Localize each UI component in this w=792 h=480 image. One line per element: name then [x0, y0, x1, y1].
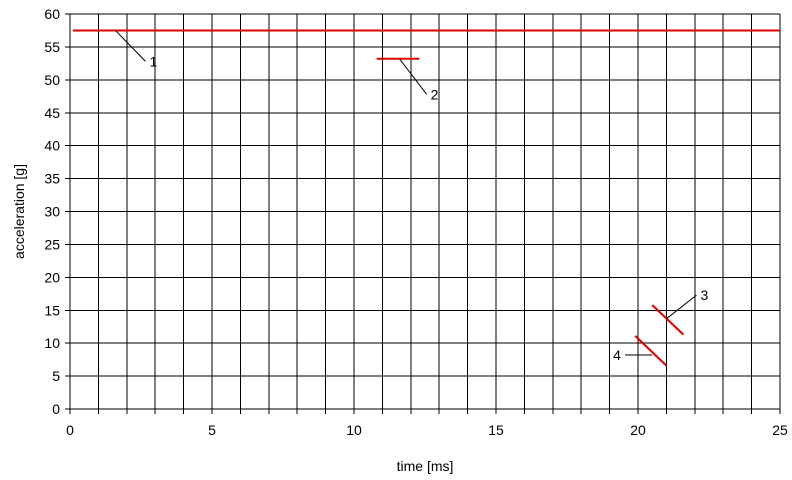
x-tick-label: 5: [208, 422, 216, 438]
y-tick-label: 50: [44, 72, 60, 88]
y-tick-label: 0: [52, 401, 60, 417]
series-line-4: [634, 335, 668, 367]
x-tick-label: 25: [772, 422, 788, 438]
chart-grid: [65, 13, 781, 414]
x-tick-label: 10: [346, 422, 362, 438]
y-tick-label: 20: [44, 269, 60, 285]
y-tick-label: 15: [44, 302, 60, 318]
chart-series: [72, 29, 780, 367]
x-tick-label: 20: [630, 422, 646, 438]
y-tick-label: 30: [44, 204, 60, 220]
leader-line-1: [115, 30, 146, 62]
annotation-label-2: 2: [431, 86, 439, 102]
annotation-label-1: 1: [150, 53, 158, 69]
y-tick-label: 45: [44, 105, 60, 121]
y-tick-label: 25: [44, 236, 60, 252]
y-tick-label: 5: [52, 368, 60, 384]
x-axis-title: time [ms]: [397, 458, 454, 474]
leader-line-3: [666, 294, 697, 320]
x-tick-label: 0: [66, 422, 74, 438]
y-tick-label: 60: [44, 6, 60, 22]
series-line-3: [651, 304, 685, 336]
annotation-label-4: 4: [613, 347, 621, 363]
tick-labels: 0 5 10 15 20 25 0 5 10 15 20 25 30 35 40 45 50 55 60: [44, 6, 788, 438]
x-tick-label: 15: [488, 422, 504, 438]
annotation-label-3: 3: [700, 287, 708, 303]
y-tick-label: 35: [44, 171, 60, 187]
y-tick-label: 55: [44, 39, 60, 55]
y-tick-label: 10: [44, 335, 60, 351]
leader-line-2: [399, 58, 428, 95]
y-tick-label: 40: [44, 138, 60, 154]
y-axis-title: acceleration [g]: [11, 164, 27, 259]
chart-annotations: 1 2 3 4: [115, 30, 708, 363]
